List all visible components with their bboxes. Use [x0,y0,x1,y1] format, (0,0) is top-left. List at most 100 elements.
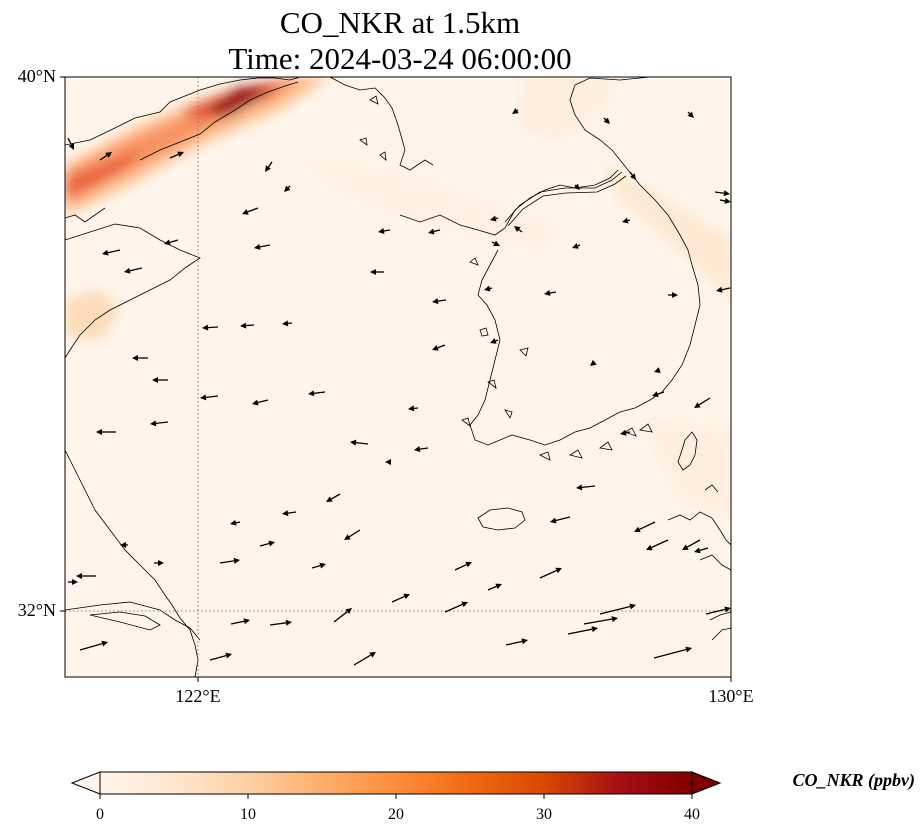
wind-vector-head-50 [385,459,391,465]
wind-vector-head-53 [282,510,289,517]
coast-liaodong-north [65,77,301,146]
wind-vector-76 [599,605,631,615]
wind-vector-head-40 [590,359,597,366]
wind-vector-head-43 [694,402,701,408]
wind-vector-15 [516,109,519,112]
wind-vector-83 [505,640,523,646]
islands-korea-west [461,257,529,427]
wind-vector-10 [383,229,391,232]
wind-vector-38 [257,399,269,404]
wind-vector-head-74 [243,618,250,625]
wind-vector-head-75 [285,619,292,626]
wind-vector-head-42 [652,391,659,397]
wind-vector-head-69 [76,573,82,579]
wind-vector-head-64 [268,540,275,547]
wind-vector-head-7 [102,249,109,256]
wind-vector-37 [205,395,219,398]
wind-vector-7 [107,249,121,254]
wind-vector-82 [353,654,372,666]
islands-bohai [359,95,387,161]
wind-vector-8 [259,244,271,248]
title-line-1: CO_NKR at 1.5km [279,5,521,40]
wind-vector-head-5 [242,209,249,215]
wind-vector-39 [313,391,326,394]
wind-vector-56 [555,516,571,522]
wind-vector-head-1 [105,152,112,158]
wind-vector-31 [245,324,255,327]
wind-vector-51 [581,485,596,489]
wind-vector-head-55 [344,534,351,540]
wind-vector-head-56 [550,517,557,524]
wind-vector-head-27 [484,285,491,292]
wind-vector-head-65 [319,562,326,569]
map-frame [64,76,732,678]
wind-vector-head-77 [611,616,618,622]
wind-vector-2 [169,153,179,159]
wind-vector-77 [583,618,613,625]
wind-vector-head-10 [378,228,385,234]
wind-vector-head-38 [252,399,259,406]
wind-vector-head-72 [461,601,468,608]
colorbar-gradient [99,771,693,795]
title-line-2: Time: 2024-03-24 06:00:00 [228,41,572,76]
wind-vector-head-84 [685,646,692,653]
coast-china-east [65,449,199,677]
wind-vector-head-47 [408,405,415,412]
coast-liaodong-peninsula [139,81,299,161]
wind-vector-33 [437,344,446,349]
wind-vector-68 [539,569,557,579]
wind-vector-13 [518,229,523,233]
wind-vector-head-12 [493,240,500,246]
coast-korea-west [399,169,619,236]
wind-vector-head-82 [369,652,376,658]
wind-vector-9 [129,267,143,272]
wind-vector-head-71 [403,593,410,600]
wind-vector-25 [437,299,447,302]
wind-vector-6 [169,239,179,243]
wind-vector-head-3 [265,165,271,172]
wind-vector-58 [651,539,669,549]
wind-vector-head-36 [152,377,158,383]
coast-bohai-west [65,207,106,223]
colorbar-tick-20: 20 [388,806,404,823]
coast-liaodong-north-2 [329,77,434,171]
coast-korea-east [569,77,701,393]
wind-vector-3 [267,161,273,168]
wind-vector-head-33 [432,345,439,351]
wind-vector-head-78 [591,626,598,633]
wind-vector-20 [714,191,725,194]
wind-vector-66 [454,563,467,571]
wind-vector-head-80 [101,640,108,647]
wind-vector-head-57 [634,526,641,533]
wind-vector-53 [287,511,297,514]
wind-vector-55 [348,529,361,538]
wind-vector-head-62 [158,560,164,566]
wind-vector-head-73 [345,608,352,615]
colorbar-extend-low [70,771,101,795]
wind-vector-59 [686,539,701,548]
coast-korea-west-south [469,249,513,446]
wind-vector-head-41 [654,367,661,373]
wind-vector-71 [391,595,405,603]
wind-vector-head-83 [521,638,528,645]
wind-vector-head-48 [350,439,357,446]
lat-label-32: 32°N [17,600,56,620]
colorbar-tick-marks [99,794,693,799]
wind-vector-1 [99,154,108,161]
wind-vector-head-52 [326,496,333,502]
map-panel [60,76,732,682]
kyushu-coast [667,484,731,641]
wind-vector-head-21 [724,197,731,204]
wind-vector-head-61 [120,542,126,548]
colorbar-extend-high [691,771,722,795]
wind-vector-head-26 [544,290,551,296]
wind-vector-head-24 [370,269,376,275]
wind-vector-head-25 [432,298,439,305]
wind-vector-74 [230,620,245,625]
wind-vector-head-39 [308,390,315,397]
wind-vector-head-66 [465,561,472,568]
wind-vector-head-17 [630,173,636,180]
wind-vector-5 [247,207,259,213]
wind-vector-17 [629,171,633,176]
coastlines [65,77,731,677]
